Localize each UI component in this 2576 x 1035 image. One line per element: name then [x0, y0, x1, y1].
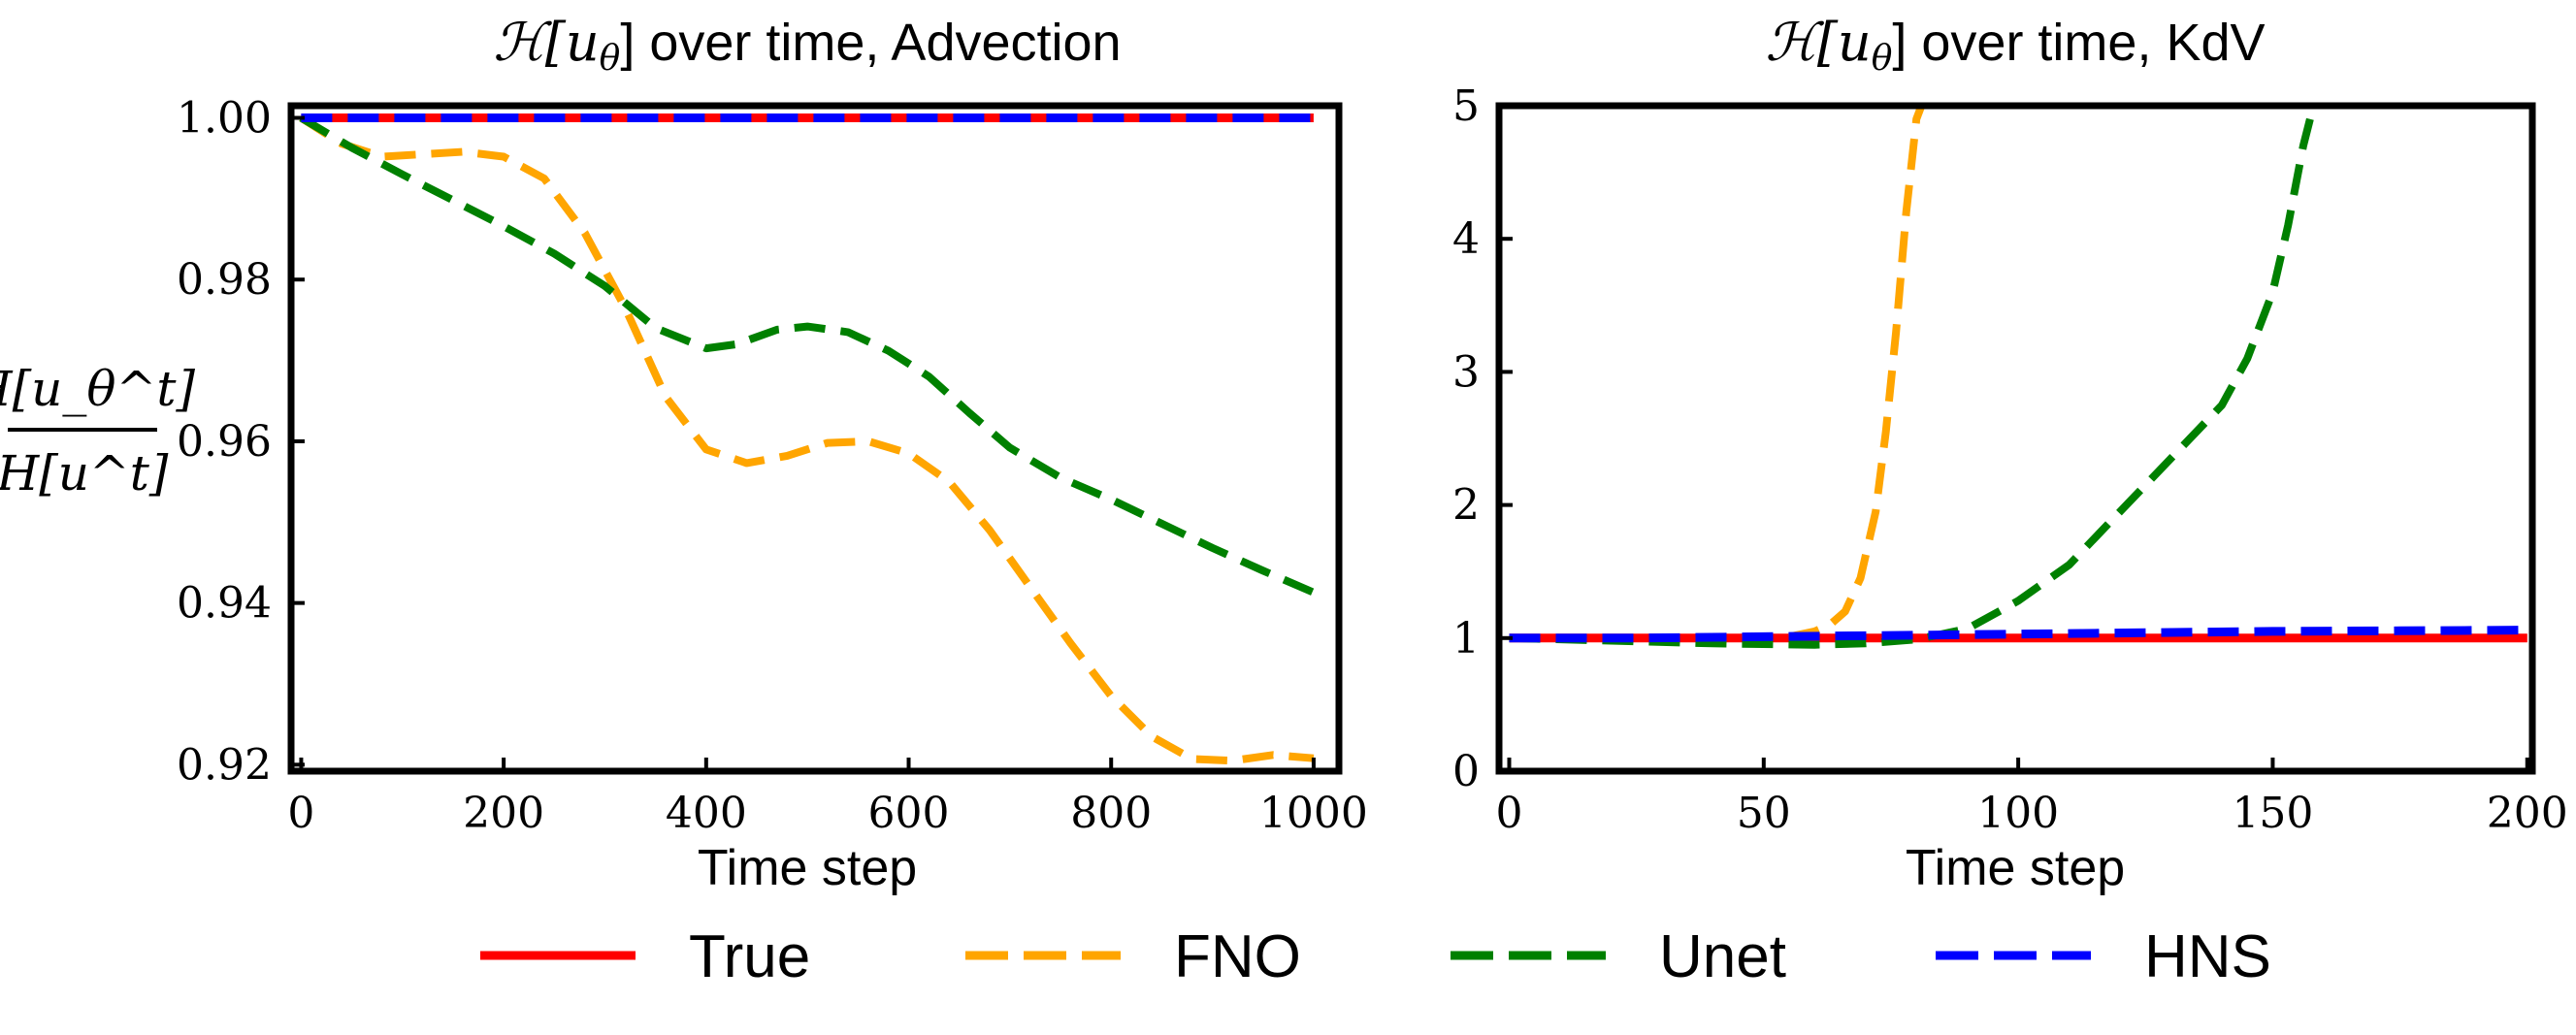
kdv-xtick-label: 0	[1495, 789, 1522, 838]
ylabel-numerator: H[u_θ^t]	[0, 361, 195, 417]
legend-label-fno: FNO	[1174, 923, 1301, 990]
advection-xtick-label: 1000	[1259, 789, 1368, 838]
y-axis-label: H[u_θ^t] H[u^t]	[0, 361, 195, 501]
kdv-ytick-label: 2	[1452, 481, 1480, 531]
legend-label-hns: HNS	[2144, 923, 2271, 990]
kdv-xtick-label: 200	[2487, 789, 2568, 838]
kdv-xtick-label: 150	[2232, 789, 2313, 838]
advection-ytick-label: 0.92	[177, 740, 272, 790]
ylabel-denominator: H[u^t]	[0, 445, 169, 501]
kdv-series-hns	[1509, 626, 2527, 643]
kdv-title: ℋ[uθ] over time, KdV	[1765, 12, 2265, 79]
kdv-xlabel: Time step	[1906, 840, 2125, 896]
kdv-series-unet	[1509, 106, 2318, 649]
kdv-plot-frame	[1495, 102, 2536, 775]
advection-ytick-label: 0.96	[177, 417, 272, 467]
kdv-ytick-label: 3	[1452, 347, 1480, 397]
kdv-ytick-label: 0	[1452, 747, 1480, 796]
kdv-panel: ℋ[uθ] over time, KdV Time step 0 50 100 150…	[1452, 12, 2568, 896]
kdv-ytick-label: 4	[1452, 214, 1480, 264]
advection-xtick-label: 400	[666, 789, 747, 838]
legend-label-unet: Unet	[1659, 923, 1786, 990]
advection-xtick-label: 200	[463, 789, 544, 838]
advection-series-fno	[299, 114, 1315, 765]
legend-label-true: True	[689, 923, 810, 990]
kdv-xtick-label: 50	[1737, 789, 1791, 838]
advection-xtick-label: 800	[1070, 789, 1152, 838]
advection-xtick-label: 0	[287, 789, 314, 838]
advection-series-unet	[299, 114, 1316, 597]
advection-xtick-label: 600	[868, 789, 950, 838]
advection-plot-frame	[287, 102, 1343, 775]
advection-ytick-label: 0.94	[177, 579, 272, 629]
advection-xlabel: Time step	[698, 840, 917, 896]
kdv-xtick-label: 100	[1977, 789, 2059, 838]
advection-ytick-label: 1.00	[177, 94, 272, 144]
kdv-ytick-label: 5	[1452, 81, 1480, 131]
advection-panel: ℋ[uθ] over time, Advection Time step 0 20…	[177, 12, 1368, 896]
advection-ytick-label: 0.98	[177, 255, 272, 305]
kdv-series-fno	[1509, 106, 1926, 644]
kdv-ytick-label: 1	[1452, 614, 1480, 663]
advection-title: ℋ[uθ] over time, Advection	[493, 12, 1121, 79]
legend: True FNO Unet HNS	[480, 923, 2271, 990]
